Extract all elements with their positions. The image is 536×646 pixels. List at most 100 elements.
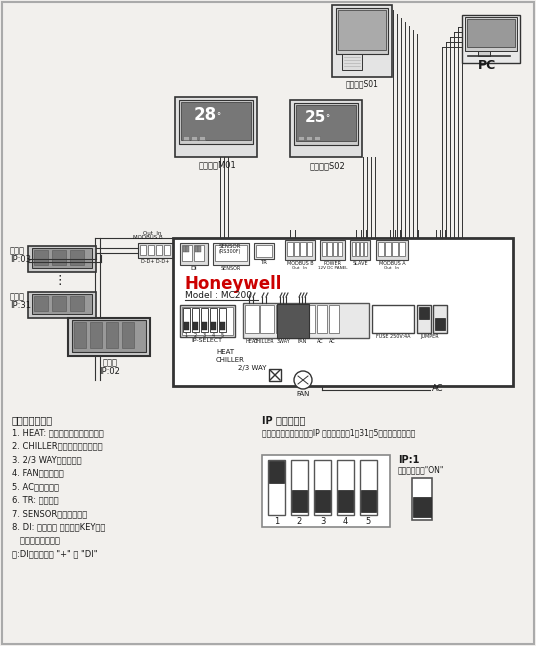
Bar [290, 100, 362, 157]
Text: MODBUS B: MODBUS B [133, 235, 163, 240]
Text: 接线端子说明：: 接线端子说明： [12, 415, 53, 425]
Bar [175, 97, 257, 157]
Bar [306, 136, 312, 140]
Bar [320, 240, 345, 260]
Bar [269, 369, 281, 381]
Text: AC: AC [329, 339, 336, 344]
Bar [385, 242, 391, 256]
Bar [164, 245, 170, 255]
Text: IP:03: IP:03 [10, 255, 31, 264]
Bar [307, 242, 312, 256]
Bar [52, 250, 66, 265]
Bar [338, 490, 353, 512]
Bar [68, 318, 150, 356]
Bar [191, 136, 197, 140]
Bar [350, 240, 370, 260]
Text: JUMPER: JUMPER [421, 334, 440, 339]
Bar [219, 308, 226, 332]
Bar [148, 245, 154, 255]
Text: Out  In: Out In [143, 231, 161, 236]
Text: 黑色向上表示"ON": 黑色向上表示"ON" [398, 465, 444, 474]
Bar [462, 15, 520, 63]
Text: D-D+ D-D+: D-D+ D-D+ [141, 259, 169, 264]
Text: 副控面板S02: 副控面板S02 [309, 161, 345, 170]
Bar [140, 245, 146, 255]
Text: 3WAY: 3WAY [276, 339, 290, 344]
Bar [372, 305, 414, 333]
Text: 2: 2 [194, 333, 197, 338]
Bar [194, 245, 204, 261]
Bar [338, 10, 386, 50]
Bar [195, 246, 198, 252]
Text: 3. 2/3 WAY：冷热水阀: 3. 2/3 WAY：冷热水阀 [12, 455, 81, 464]
Text: AC: AC [317, 339, 323, 344]
Text: IP:02: IP:02 [100, 367, 121, 376]
Bar [90, 322, 102, 348]
Text: PC: PC [478, 59, 496, 72]
Text: 注:DI联接端子为 "+" 与 "DI": 注:DI联接端子为 "+" 与 "DI" [12, 550, 98, 559]
Bar [34, 296, 48, 311]
Bar [332, 5, 392, 77]
Text: °: ° [325, 114, 329, 123]
Text: SENSOR: SENSOR [219, 244, 242, 249]
Text: 5. AC：交流电源: 5. AC：交流电源 [12, 482, 59, 491]
Bar [298, 136, 304, 140]
Text: Out   In: Out In [384, 266, 399, 270]
Bar [342, 54, 362, 70]
Bar [315, 490, 330, 512]
Bar [399, 242, 405, 256]
Text: 2: 2 [297, 517, 302, 526]
Bar [268, 460, 285, 515]
Bar [260, 305, 274, 333]
Text: DI: DI [191, 266, 197, 271]
Bar [183, 136, 189, 140]
Text: 控制盒: 控制盒 [10, 292, 25, 301]
Bar [296, 105, 356, 141]
Bar [435, 318, 445, 330]
Bar [356, 242, 359, 256]
Bar [198, 246, 201, 252]
Text: 1: 1 [185, 333, 188, 338]
Text: 主控面板M01: 主控面板M01 [198, 160, 236, 169]
Text: FAN: FAN [296, 391, 310, 397]
Bar [192, 308, 199, 332]
Bar [361, 490, 376, 512]
Bar [467, 19, 515, 47]
Text: SENSOR: SENSOR [221, 266, 241, 271]
Bar [337, 460, 354, 515]
Bar [28, 292, 96, 318]
Bar [327, 242, 331, 256]
Text: 8. DI: 节能模式 可选宾馆KEY卡功: 8. DI: 节能模式 可选宾馆KEY卡功 [12, 523, 106, 532]
Bar [291, 460, 308, 515]
Bar [179, 100, 253, 144]
Circle shape [294, 371, 312, 389]
Bar [181, 102, 251, 140]
Bar [34, 250, 48, 265]
Text: 4: 4 [212, 333, 215, 338]
Bar [376, 240, 408, 260]
Bar [294, 103, 358, 145]
Text: POWER: POWER [324, 261, 341, 266]
Bar [392, 242, 398, 256]
Bar [215, 245, 247, 261]
Text: 6. TR: 终端电阵: 6. TR: 终端电阵 [12, 495, 58, 505]
Text: 能或启用节能模式: 能或启用节能模式 [12, 536, 60, 545]
Bar [106, 322, 118, 348]
Text: IP:1: IP:1 [398, 455, 419, 465]
Bar [243, 303, 369, 338]
Text: (RS300F): (RS300F) [219, 249, 241, 254]
Text: 12V DC PANEL: 12V DC PANEL [318, 266, 347, 270]
Bar [352, 242, 355, 256]
Bar [138, 243, 174, 258]
Text: 3: 3 [320, 517, 325, 526]
Bar [70, 296, 84, 311]
Text: ⋮: ⋮ [54, 273, 66, 286]
Text: IP:31: IP:31 [10, 301, 31, 310]
Text: CHILLER: CHILLER [216, 357, 245, 363]
Bar [419, 307, 429, 319]
Bar [199, 136, 205, 140]
Bar [378, 242, 384, 256]
Bar [182, 245, 192, 261]
Bar [122, 322, 134, 348]
Bar [193, 322, 198, 330]
